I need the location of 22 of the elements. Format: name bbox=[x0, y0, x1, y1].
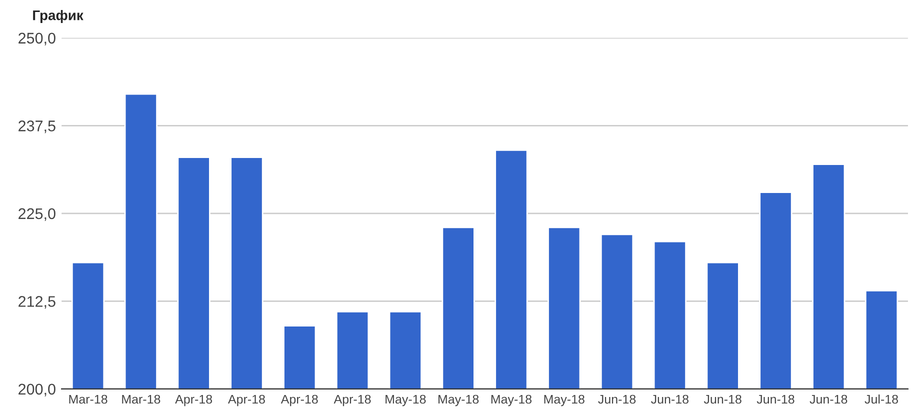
y-tick-label: 225,0 bbox=[18, 208, 56, 221]
x-tick-label: Apr-18 bbox=[334, 394, 371, 406]
chart-title: График bbox=[33, 10, 84, 23]
y-tick-label: 200,0 bbox=[18, 384, 56, 396]
x-tick-label: Jun-18 bbox=[756, 394, 794, 404]
x-tick-label: Mar-18 bbox=[122, 394, 160, 404]
x-tick-label: Jun-18 bbox=[704, 394, 742, 404]
x-tick-label: Apr-18 bbox=[280, 394, 318, 406]
x-tick-label: Jul-18 bbox=[864, 394, 898, 404]
x-tick-label: Apr-18 bbox=[175, 394, 212, 406]
x-tick-label: May-18 bbox=[491, 394, 532, 406]
x-tick-label: Jun-18 bbox=[651, 394, 688, 404]
x-tick-label: Jun-18 bbox=[810, 394, 848, 404]
x-tick-label: Apr-18 bbox=[228, 394, 265, 406]
x-tick-label: Jun-18 bbox=[598, 394, 636, 404]
y-tick-label: 237,5 bbox=[18, 120, 56, 134]
x-tick-label: Mar-18 bbox=[69, 394, 108, 404]
x-tick-label: May-18 bbox=[544, 394, 584, 406]
x-tick-label: May-18 bbox=[438, 394, 479, 406]
y-tick-label: 212,5 bbox=[18, 296, 56, 309]
x-tick-label: May-18 bbox=[386, 394, 426, 406]
y-tick-label: 250,0 bbox=[18, 32, 56, 46]
